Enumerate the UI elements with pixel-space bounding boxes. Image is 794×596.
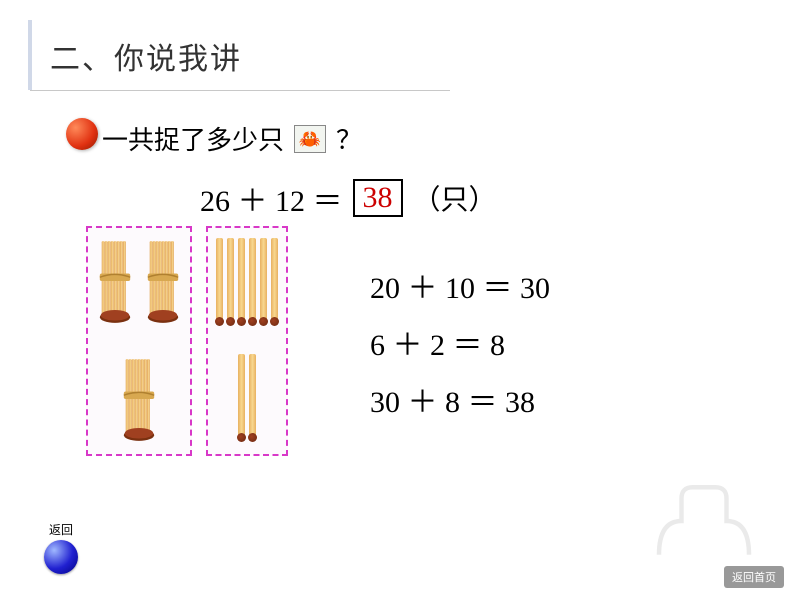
single-stick — [227, 238, 234, 324]
watermark-icon — [644, 476, 764, 566]
step-3: 30 ＋ 8 ＝ 38 — [370, 374, 550, 431]
question-prefix: 一共捉了多少只 — [102, 120, 284, 157]
single-stick — [216, 238, 223, 324]
red-ball-icon — [66, 118, 98, 150]
question-text: 一共捉了多少只 🦀 ？ — [102, 120, 362, 157]
crab-icon: 🦀 — [299, 130, 321, 148]
equation-left: 26 ＋ 12 ＝ — [200, 176, 343, 220]
back-home-button[interactable]: 返回首页 — [724, 566, 784, 588]
stick-bundle — [96, 238, 134, 326]
bundle-box — [86, 226, 192, 456]
singles-row-top — [216, 238, 278, 324]
blue-ball-icon — [44, 540, 78, 574]
side-accent — [28, 20, 32, 90]
back-label: 返回 — [44, 521, 78, 538]
step-2: 6 ＋ 2 ＝ 8 — [370, 317, 550, 374]
single-stick — [238, 354, 245, 440]
single-stick — [249, 354, 256, 440]
singles-row-bottom — [238, 354, 256, 440]
answer-box: 38 — [353, 179, 403, 217]
bundle-row-top — [96, 238, 182, 326]
section-title: 二、你说我讲 — [50, 34, 242, 78]
stick-bundle — [120, 356, 158, 444]
single-stick — [249, 238, 256, 324]
calculation-steps: 20 ＋ 10 ＝ 30 6 ＋ 2 ＝ 8 30 ＋ 8 ＝ 38 — [370, 260, 550, 431]
single-stick — [271, 238, 278, 324]
bundle-row-bottom — [120, 356, 158, 444]
single-stick — [238, 238, 245, 324]
stick-bundle — [144, 238, 182, 326]
sticks-diagram — [86, 226, 288, 456]
singles-box — [206, 226, 288, 456]
back-button[interactable]: 返回 — [44, 521, 78, 574]
step-1: 20 ＋ 10 ＝ 30 — [370, 260, 550, 317]
crab-icon-box: 🦀 — [294, 125, 326, 153]
question-suffix: ？ — [336, 120, 362, 157]
single-stick — [260, 238, 267, 324]
main-equation: 26 ＋ 12 ＝ 38 （只） — [200, 176, 497, 220]
title-underline — [30, 90, 450, 91]
equation-unit: （只） — [413, 178, 497, 218]
